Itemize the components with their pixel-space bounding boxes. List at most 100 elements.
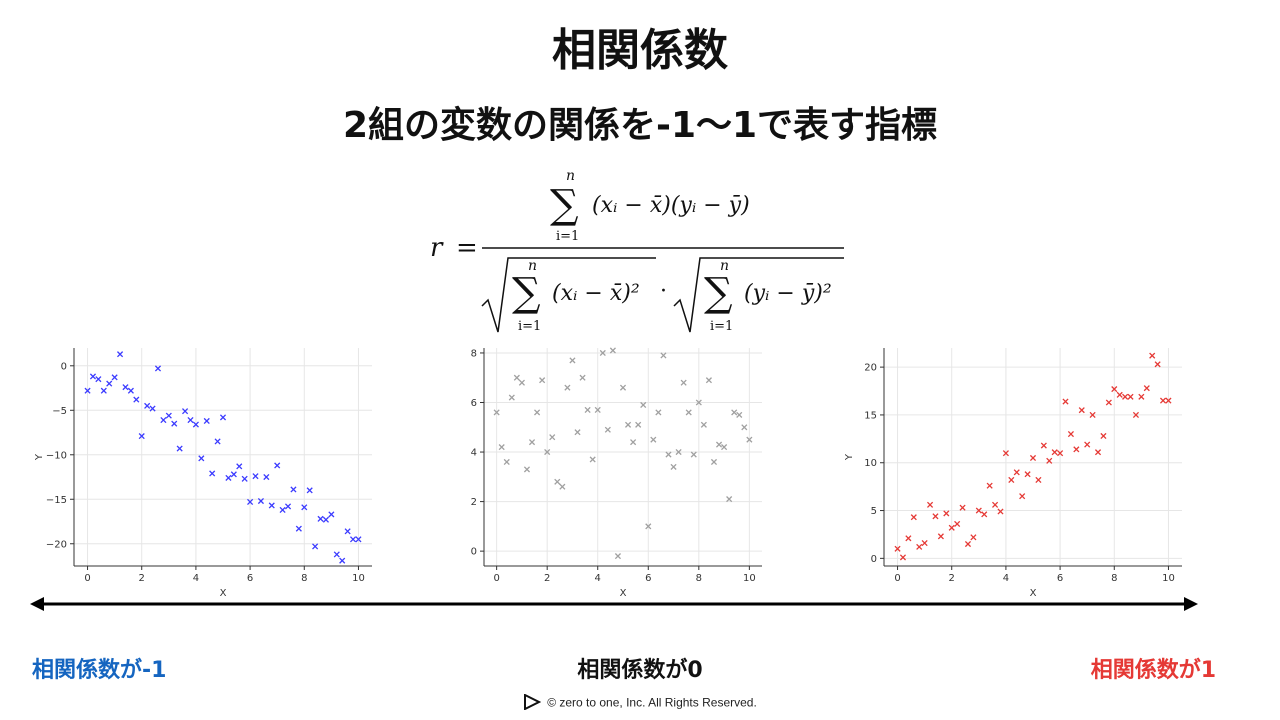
data-point (660, 352, 667, 359)
data-point (160, 417, 167, 424)
x-tick-label: 4 (595, 573, 601, 584)
copyright-text: © zero to one, Inc. All Rights Reserved. (547, 695, 757, 710)
data-point (690, 451, 697, 458)
label-correlation-zero: 相関係数が0 (577, 658, 703, 683)
data-point (1013, 469, 1020, 476)
data-point (1116, 391, 1123, 398)
data-point (559, 483, 566, 490)
sqrt-left (481, 257, 656, 333)
data-point (544, 448, 551, 456)
data-point (192, 421, 199, 428)
data-point (599, 349, 606, 357)
y-tick-label: 2 (471, 497, 477, 508)
data-point (274, 462, 281, 469)
data-point (746, 436, 753, 443)
den-right-sum-top: n (720, 258, 729, 274)
formula-equals: = (456, 233, 478, 263)
data-point (937, 533, 944, 540)
sqrt-right (673, 257, 844, 333)
data-point (230, 471, 237, 478)
data-point (594, 406, 601, 413)
x-tick-label: 8 (1111, 573, 1117, 584)
den-right-sigma: ∑ (704, 270, 733, 316)
data-point (1029, 454, 1037, 462)
data-point (344, 528, 351, 535)
data-point (284, 503, 292, 510)
data-point (84, 387, 91, 394)
data-point (554, 478, 561, 485)
data-point (518, 379, 525, 386)
data-point (257, 497, 264, 505)
data-point (705, 377, 712, 384)
data-point (355, 536, 362, 543)
numerator-terms: (xᵢ − x̄)(yᵢ − ȳ) (592, 193, 750, 218)
footer: © zero to one, Inc. All Rights Reserved. (0, 693, 1280, 713)
x-tick-label: 8 (696, 573, 702, 584)
data-point (539, 377, 546, 384)
x-tick-label: 2 (949, 573, 955, 584)
data-point (1035, 476, 1042, 484)
scatter-positive-correlation: 0 2 4 6 8 10 0 5 10 15 20 X Y (840, 340, 1190, 600)
data-point (932, 513, 939, 520)
data-point (579, 374, 586, 381)
data-point (111, 374, 118, 381)
x-axis-label: X (220, 588, 227, 599)
num-sum-bottom: i=1 (556, 229, 579, 244)
correlation-range-arrow (30, 592, 1198, 616)
data-point (241, 475, 248, 482)
data-point (574, 429, 581, 436)
data-point (154, 365, 162, 372)
data-point (954, 520, 961, 527)
data-point (959, 504, 966, 511)
data-point (301, 504, 308, 511)
data-point (710, 458, 718, 466)
data-point (144, 402, 151, 409)
data-point (100, 387, 107, 394)
x-axis-label: X (1030, 588, 1037, 599)
scatter-negative-correlation: 0 2 4 6 8 10 0 −5 −10 −15 −20 X Y (30, 340, 380, 600)
page-subtitle: 2組の変数の関係を-1〜1で表す指標 (342, 105, 938, 146)
data-point (268, 502, 275, 509)
data-point (182, 408, 189, 415)
x-tick-label: 4 (193, 573, 199, 584)
data-point (493, 409, 500, 416)
data-point (1122, 393, 1129, 400)
data-point (680, 379, 687, 386)
y-tick-label: 15 (864, 410, 877, 421)
data-point (312, 543, 319, 550)
x-tick-label: 6 (1057, 573, 1063, 584)
data-point (910, 514, 917, 521)
data-point (149, 405, 156, 412)
data-point (1078, 407, 1085, 414)
data-point (948, 524, 955, 531)
den-right-terms: (yᵢ − ȳ)² (744, 281, 832, 306)
y-tick-label: 8 (471, 348, 477, 359)
data-point (295, 525, 302, 532)
data-point (619, 384, 627, 391)
data-point (624, 421, 632, 428)
den-left-sigma: ∑ (512, 270, 541, 316)
data-point (589, 456, 596, 463)
data-point (219, 414, 227, 421)
data-point (1159, 397, 1167, 404)
data-point (899, 554, 907, 561)
x-tick-label: 6 (645, 573, 651, 584)
data-point (665, 451, 672, 458)
data-point (133, 396, 140, 403)
data-point (997, 508, 1004, 515)
data-point (1008, 476, 1015, 484)
y-tick-label: 0 (471, 547, 477, 558)
x-axis-label: X (620, 588, 627, 599)
data-point (1132, 411, 1140, 418)
data-point (1040, 442, 1047, 449)
data-point (564, 384, 571, 391)
data-point (1019, 493, 1026, 500)
y-tick-label: 0 (871, 554, 877, 565)
data-point (523, 466, 531, 473)
data-point (1100, 432, 1107, 440)
data-point (1089, 411, 1096, 418)
data-point (1127, 393, 1134, 400)
y-tick-label: 10 (864, 458, 877, 469)
data-point (127, 387, 134, 394)
x-tick-label: 4 (1003, 573, 1009, 584)
